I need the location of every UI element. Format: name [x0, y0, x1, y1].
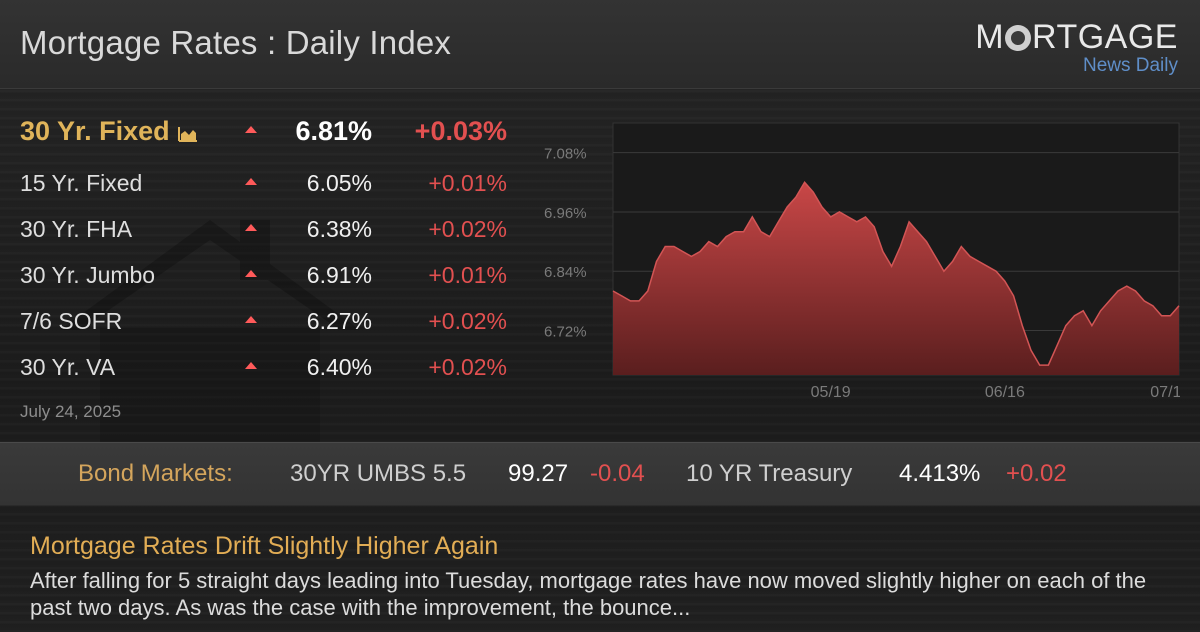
rate-value: 6.38%	[306, 216, 372, 242]
rate-value: 6.91%	[306, 262, 372, 288]
rate-name: 30 Yr. Jumbo	[20, 262, 156, 288]
chart-xtick-label: 07/14	[1150, 384, 1180, 401]
rate-change: +0.02%	[428, 354, 507, 380]
rate-row-30yr-fixed[interactable]: 30 Yr. Fixed 6.81% +0.03%	[0, 110, 540, 150]
news-section: Mortgage Rates Drift Slightly Higher Aga…	[30, 532, 1180, 621]
up-arrow-icon	[245, 126, 257, 133]
mortgage-news-daily-logo[interactable]: M RTGAGE News Daily	[975, 20, 1178, 77]
rate-change: +0.02%	[428, 308, 507, 334]
page-title: Mortgage Rates : Daily Index	[20, 24, 452, 61]
logo-wordmark: M RTGAGE	[975, 20, 1178, 54]
rate-history-chart[interactable]: 7.08% 6.96% 6.84% 6.72% 05/19 06/16 07/14	[540, 120, 1180, 405]
up-arrow-icon	[245, 178, 257, 185]
rate-row-15yr-fixed[interactable]: 15 Yr. Fixed 6.05% +0.01%	[0, 170, 540, 210]
rate-change: +0.01%	[428, 262, 507, 288]
rate-value: 6.05%	[306, 170, 372, 196]
umbs-name[interactable]: 30YR UMBS 5.5	[290, 460, 467, 487]
rate-row-30yr-va[interactable]: 30 Yr. VA 6.40% +0.02%	[0, 354, 540, 394]
chart-area-series	[613, 182, 1179, 375]
rate-change: +0.02%	[428, 216, 507, 242]
rate-name: 15 Yr. Fixed	[20, 170, 143, 196]
logo-subtitle: News Daily	[1082, 55, 1178, 76]
rate-name-text: 30 Yr. Fixed	[20, 116, 170, 146]
rate-value: 6.40%	[306, 354, 372, 380]
up-arrow-icon	[245, 224, 257, 231]
rate-name: 7/6 SOFR	[20, 308, 123, 334]
chart-toggle-icon[interactable]	[177, 126, 198, 142]
rate-name: 30 Yr. FHA	[20, 216, 133, 242]
chart-series-line	[612, 181, 1180, 366]
as-of-date: July 24, 2025	[20, 402, 122, 421]
chart-ytick-label: 6.72%	[544, 324, 587, 341]
up-arrow-icon	[245, 316, 257, 323]
rate-value: 6.81%	[295, 116, 372, 146]
rate-name: 30 Yr. Fixed	[20, 116, 198, 147]
rate-row-30yr-fha[interactable]: 30 Yr. FHA 6.38% +0.02%	[0, 216, 540, 256]
chart-ytick-label: 6.84%	[544, 264, 587, 281]
bond-markets-bar: Bond Markets: 30YR UMBS 5.5 99.27 -0.04 …	[0, 442, 1200, 506]
chart-xtick-label: 06/16	[985, 384, 1025, 401]
chart-ytick-label: 6.96%	[544, 205, 587, 222]
rate-row-7-6-sofr[interactable]: 7/6 SOFR 6.27% +0.02%	[0, 308, 540, 348]
bond-markets-label: Bond Markets:	[78, 460, 233, 487]
umbs-price: 99.27	[508, 460, 569, 487]
rate-change: +0.03%	[414, 116, 507, 146]
logo-wordmark-end: RTGAGE	[1032, 18, 1178, 56]
up-arrow-icon	[245, 270, 257, 277]
chart-ytick-label: 7.08%	[544, 146, 587, 163]
rate-name: 30 Yr. VA	[20, 354, 116, 380]
treasury-change: +0.02	[1006, 460, 1067, 487]
rate-change: +0.01%	[428, 170, 507, 196]
rate-value: 6.27%	[306, 308, 372, 334]
treasury-yield: 4.413%	[899, 460, 981, 487]
umbs-change: -0.04	[590, 460, 645, 487]
news-summary: After falling for 5 straight days leadin…	[30, 568, 1147, 620]
header-bar: Mortgage Rates : Daily Index M RTGAGE New…	[0, 0, 1200, 89]
chart-xtick-label: 05/19	[811, 384, 851, 401]
logo-wordmark-start: M	[975, 18, 1005, 56]
treasury-name[interactable]: 10 YR Treasury	[686, 460, 853, 487]
house-watermark-icon	[60, 220, 360, 450]
logo-o-badge-icon	[1005, 25, 1032, 51]
up-arrow-icon	[245, 362, 257, 369]
rate-row-30yr-jumbo[interactable]: 30 Yr. Jumbo 6.91% +0.01%	[0, 262, 540, 302]
news-headline-link[interactable]: Mortgage Rates Drift Slightly Higher Aga…	[30, 532, 499, 560]
